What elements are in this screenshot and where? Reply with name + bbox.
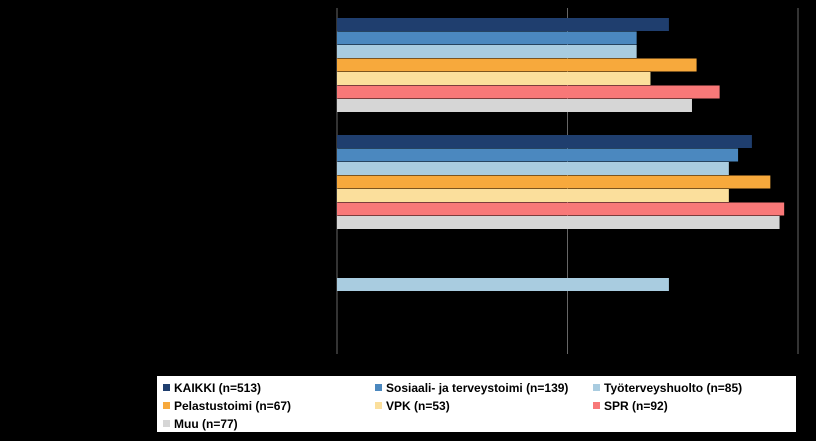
- bar-group0-series5: [337, 85, 720, 99]
- legend-item-6: Muu (n=77): [163, 416, 375, 431]
- legend-label-5: SPR (n=92): [604, 398, 668, 413]
- bars: [337, 18, 785, 291]
- bar-group0-series3: [337, 58, 697, 72]
- bar-group2-series2: [337, 278, 669, 291]
- bar-group0-series1: [337, 31, 637, 45]
- bar-group1-series6: [337, 216, 780, 229]
- legend: KAIKKI (n=513) Sosiaali- ja terveystoimi …: [157, 376, 796, 432]
- bar-group1-series4: [337, 189, 729, 202]
- legend-label-3: Pelastustoimi (n=67): [174, 398, 292, 413]
- legend-label-1: Sosiaali- ja terveystoimi (n=139): [386, 380, 569, 395]
- legend-label-0: KAIKKI (n=513): [174, 380, 262, 395]
- legend-swatch-6: [163, 420, 170, 427]
- legend-swatch-0: [163, 384, 170, 391]
- bar-group1-series5: [337, 202, 785, 216]
- legend-swatch-2: [593, 384, 600, 391]
- legend-label-2: Työterveyshuolto (n=85): [604, 380, 743, 395]
- legend-swatch-5: [593, 402, 600, 409]
- legend-swatch-3: [163, 402, 170, 409]
- bar-group1-series1: [337, 148, 739, 162]
- legend-swatch-4: [375, 402, 382, 409]
- legend-item-2: Työterveyshuolto (n=85): [593, 380, 793, 395]
- bar-group0-series4: [337, 72, 651, 85]
- legend-label-4: VPK (n=53): [386, 398, 450, 413]
- bar-group1-series2: [337, 162, 729, 175]
- bar-group0-series2: [337, 45, 637, 58]
- bar-group0-series6: [337, 99, 692, 112]
- legend-item-4: VPK (n=53): [375, 398, 593, 413]
- legend-swatch-1: [375, 384, 382, 391]
- bar-group1-series0: [337, 135, 752, 148]
- legend-label-6: Muu (n=77): [174, 416, 238, 431]
- bar-group1-series3: [337, 175, 771, 189]
- bar-group0-series0: [337, 18, 669, 31]
- legend-item-3: Pelastustoimi (n=67): [163, 398, 375, 413]
- legend-item-0: KAIKKI (n=513): [163, 380, 375, 395]
- legend-item-5: SPR (n=92): [593, 398, 793, 413]
- legend-item-1: Sosiaali- ja terveystoimi (n=139): [375, 380, 593, 395]
